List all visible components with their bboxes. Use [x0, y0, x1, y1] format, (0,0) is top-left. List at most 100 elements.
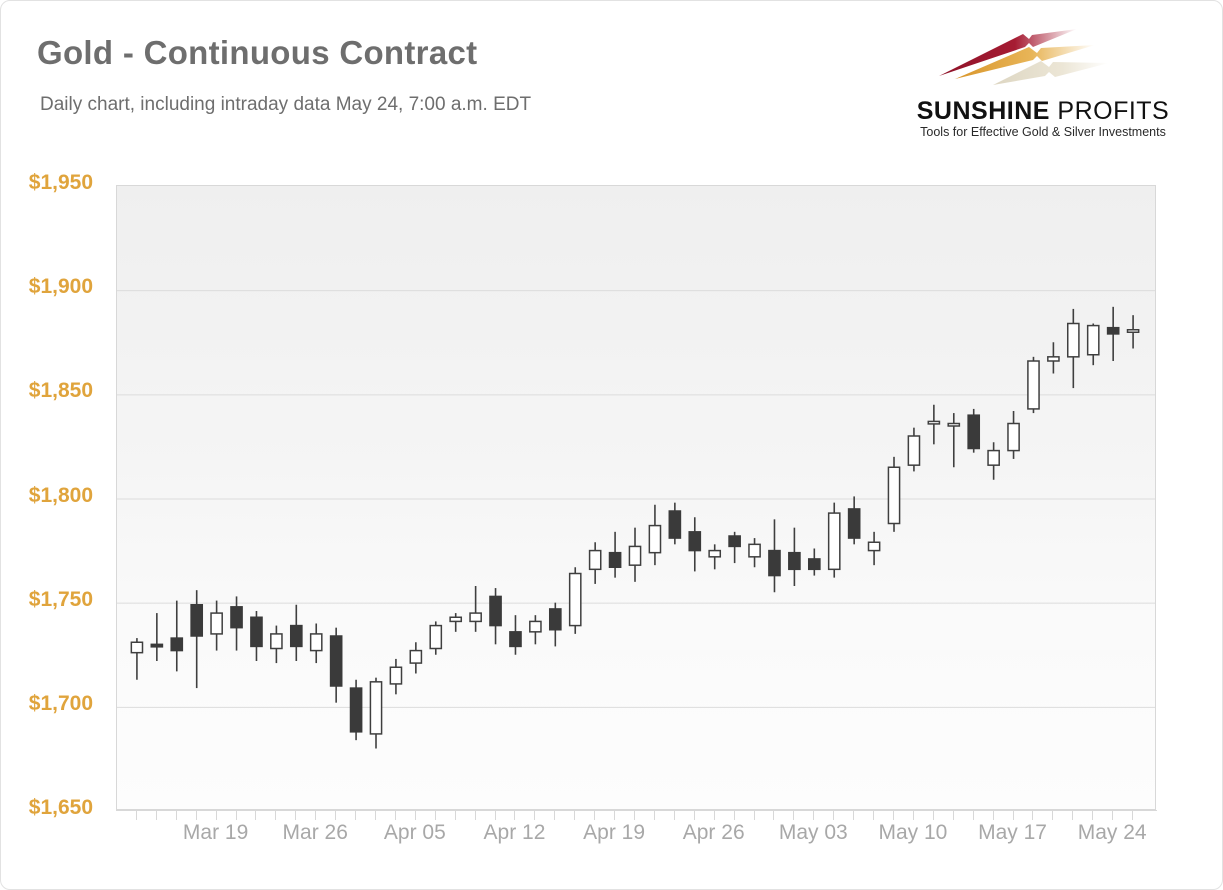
logo-name-light: PROFITS: [1057, 97, 1170, 125]
logo-tagline: Tools for Effective Gold & Silver Invest…: [920, 125, 1166, 139]
candle-body-up: [369, 681, 383, 735]
x-axis-tick: [255, 811, 257, 820]
x-axis-tick: [594, 811, 596, 820]
candlestick: [688, 517, 702, 572]
x-axis-tick: [793, 811, 795, 820]
candlestick: [967, 408, 981, 453]
candle-body-up: [648, 524, 662, 554]
candlestick: [807, 548, 821, 576]
x-axis-tick: [295, 811, 297, 820]
x-axis-tick: [972, 811, 974, 820]
x-axis-tick: [335, 811, 337, 820]
candle-body-up: [529, 620, 542, 633]
y-axis-label: $1,800: [28, 483, 93, 507]
candle-body-down: [688, 531, 702, 552]
x-axis-tick: [1092, 811, 1094, 820]
x-axis-tick: [474, 811, 476, 820]
logo-name-bold: SUNSHINE: [916, 97, 1050, 125]
candle-body-up: [887, 466, 901, 525]
candlestick: [409, 642, 423, 674]
y-axis-label: $1,700: [28, 691, 93, 715]
x-axis-tick: [574, 811, 576, 820]
x-axis-tick: [514, 811, 516, 820]
x-axis-label: Apr 12: [483, 821, 546, 844]
candlestick: [608, 531, 622, 578]
candlestick: [907, 427, 921, 472]
candle-body-down: [548, 608, 562, 631]
candle-body-up: [1047, 356, 1060, 362]
x-axis-tick: [215, 811, 217, 820]
candle-body-up: [748, 543, 761, 558]
x-axis-tick: [1132, 811, 1134, 820]
x-axis-tick: [1052, 811, 1054, 820]
logo-wordmark: SUNSHINE PROFITS: [909, 97, 1177, 126]
candlestick: [987, 442, 1000, 480]
candlestick: [588, 542, 602, 584]
x-axis-label: Mar 19: [182, 821, 249, 844]
candlestick: [1086, 323, 1100, 366]
x-axis-tick: [135, 811, 137, 820]
x-axis-tick: [554, 811, 556, 820]
candlestick: [349, 679, 363, 741]
candle-body-down: [349, 687, 363, 733]
candle-body-up: [409, 649, 423, 664]
candlestick: [489, 588, 502, 645]
candle-body-down: [807, 558, 821, 571]
x-axis-tick: [813, 811, 815, 820]
candle-body-up: [449, 616, 463, 623]
logo-rays-icon: [939, 29, 1109, 85]
x-axis-label: May 03: [778, 821, 848, 844]
candlestick: [748, 538, 761, 568]
y-axis-label: $1,850: [28, 379, 93, 403]
candle-body-up: [867, 541, 881, 552]
x-axis-tick: [534, 811, 536, 820]
x-axis-tick: [1032, 811, 1034, 820]
x-axis-label: May 10: [878, 821, 948, 844]
candlestick: [529, 615, 542, 645]
x-axis-tick: [394, 811, 396, 820]
candlestick: [728, 531, 741, 564]
x-axis-tick: [673, 811, 675, 820]
candle-body-up: [827, 512, 841, 571]
candle-body-down: [1106, 326, 1120, 335]
plot-svg: [117, 290, 1155, 749]
candle-body-down: [608, 551, 622, 568]
x-axis-tick: [634, 811, 635, 820]
candlestick: [1027, 356, 1040, 414]
candlestick-plot: [116, 185, 1156, 810]
x-axis-tick: [195, 811, 197, 820]
candlestick: [788, 527, 801, 586]
x-axis-tick: [175, 811, 177, 820]
candlestick: [887, 456, 901, 532]
candle-body-up: [1086, 324, 1100, 356]
candlestick: [847, 496, 861, 545]
x-axis-tick: [733, 811, 735, 820]
x-axis-tick: [414, 811, 416, 820]
x-axis-tick: [853, 811, 855, 820]
x-axis-tick: [614, 811, 616, 820]
y-axis-label: $1,900: [28, 275, 93, 299]
candlestick: [190, 590, 204, 689]
candle-body-down: [230, 606, 243, 629]
candlestick: [289, 604, 303, 661]
x-axis-tick: [773, 811, 775, 820]
x-axis-label: Apr 19: [583, 821, 646, 844]
candlestick: [827, 502, 841, 578]
candlestick: [548, 602, 562, 647]
candlestick: [449, 613, 463, 632]
candle-body-down: [768, 549, 781, 577]
candlestick: [947, 413, 961, 468]
y-axis-label: $1,650: [28, 796, 93, 819]
candle-body-up: [1027, 360, 1040, 410]
candle-body-down: [329, 635, 343, 687]
chart-subtitle: Daily chart, including intraday data May…: [40, 94, 532, 115]
x-axis-tick: [1072, 811, 1074, 820]
x-axis-tick: [873, 811, 875, 820]
candlestick: [568, 567, 582, 634]
candle-body-up: [927, 420, 941, 425]
candle-body-up: [628, 545, 642, 566]
candle-body-up: [588, 549, 602, 571]
candle-body-up: [210, 612, 223, 635]
candle-body-up: [708, 549, 722, 558]
candlestick: [309, 623, 323, 664]
